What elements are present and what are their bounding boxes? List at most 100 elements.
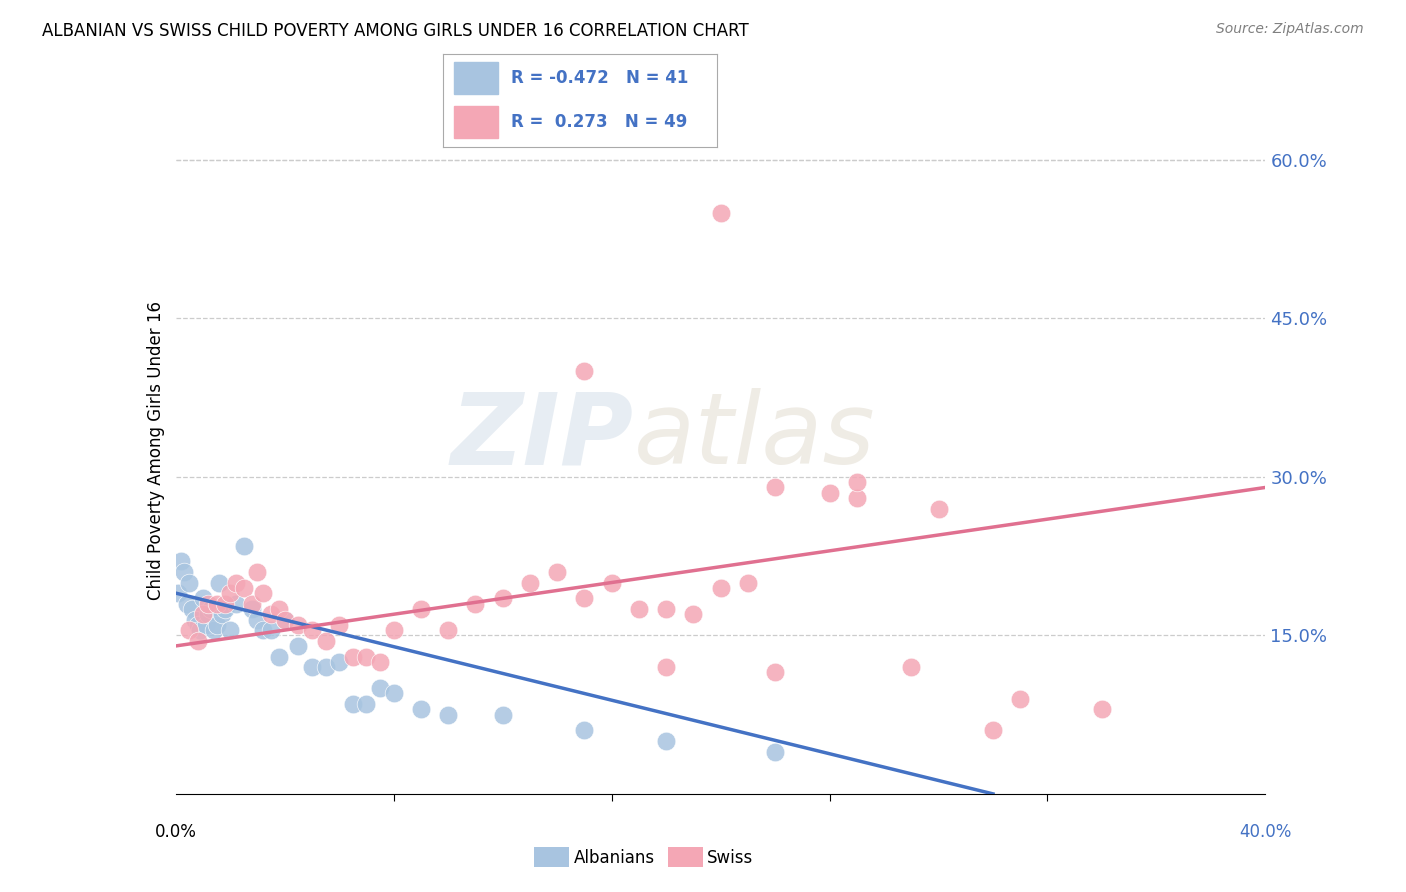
- Point: [655, 660, 678, 674]
- Text: Albanians: Albanians: [574, 849, 655, 867]
- Point: [214, 602, 236, 616]
- Point: [655, 602, 678, 616]
- Text: ALBANIAN VS SWISS CHILD POVERTY AMONG GIRLS UNDER 16 CORRELATION CHART: ALBANIAN VS SWISS CHILD POVERTY AMONG GI…: [42, 22, 749, 40]
- Point: [260, 607, 283, 622]
- Point: [492, 707, 515, 722]
- Point: [409, 702, 432, 716]
- Point: [274, 613, 297, 627]
- Point: [382, 623, 405, 637]
- Point: [240, 602, 263, 616]
- Point: [225, 575, 247, 590]
- Point: [202, 623, 225, 637]
- Point: [252, 623, 274, 637]
- Point: [464, 597, 486, 611]
- Point: [981, 723, 1004, 738]
- Text: 0.0%: 0.0%: [155, 823, 197, 841]
- Text: atlas: atlas: [633, 388, 875, 485]
- Point: [710, 581, 733, 595]
- Point: [437, 623, 460, 637]
- Point: [246, 565, 269, 579]
- Point: [574, 591, 596, 606]
- Point: [845, 491, 868, 505]
- Point: [682, 607, 704, 622]
- Point: [173, 565, 195, 579]
- Point: [186, 633, 209, 648]
- Point: [269, 602, 291, 616]
- Point: [900, 660, 922, 674]
- Point: [232, 581, 254, 595]
- Point: [382, 686, 405, 700]
- Point: [574, 364, 596, 378]
- Point: [184, 613, 207, 627]
- Point: [409, 602, 432, 616]
- Point: [342, 649, 364, 664]
- Point: [328, 655, 350, 669]
- Point: [928, 501, 950, 516]
- Point: [315, 633, 337, 648]
- Point: [710, 205, 733, 219]
- Point: [240, 597, 263, 611]
- Point: [737, 575, 759, 590]
- Point: [1010, 691, 1032, 706]
- Point: [176, 597, 198, 611]
- Point: [315, 660, 337, 674]
- Point: [252, 586, 274, 600]
- Point: [763, 665, 786, 680]
- Point: [219, 623, 242, 637]
- Point: [328, 617, 350, 632]
- Point: [181, 602, 204, 616]
- Bar: [454, 62, 498, 94]
- Point: [287, 639, 309, 653]
- Point: [197, 607, 219, 622]
- Point: [186, 617, 209, 632]
- Point: [208, 575, 231, 590]
- Point: [260, 623, 283, 637]
- Point: [368, 655, 391, 669]
- Point: [219, 586, 242, 600]
- Point: [274, 613, 297, 627]
- Point: [188, 623, 211, 637]
- Point: [167, 586, 190, 600]
- Point: [246, 613, 269, 627]
- Point: [301, 660, 323, 674]
- Text: 40.0%: 40.0%: [1239, 823, 1292, 841]
- Bar: [454, 106, 498, 138]
- Point: [205, 597, 228, 611]
- Point: [655, 734, 678, 748]
- Point: [437, 707, 460, 722]
- Point: [519, 575, 541, 590]
- Point: [179, 623, 201, 637]
- Point: [205, 617, 228, 632]
- Point: [200, 602, 222, 616]
- Point: [546, 565, 568, 579]
- Text: Swiss: Swiss: [707, 849, 754, 867]
- Point: [170, 554, 193, 568]
- Point: [492, 591, 515, 606]
- Point: [211, 607, 233, 622]
- Point: [287, 617, 309, 632]
- Point: [600, 575, 623, 590]
- Point: [1091, 702, 1114, 716]
- Point: [627, 602, 650, 616]
- Point: [191, 591, 214, 606]
- Point: [225, 597, 247, 611]
- Point: [301, 623, 323, 637]
- Point: [368, 681, 391, 696]
- Point: [574, 723, 596, 738]
- Point: [818, 485, 841, 500]
- Text: ZIP: ZIP: [450, 388, 633, 485]
- Text: R =  0.273   N = 49: R = 0.273 N = 49: [512, 113, 688, 131]
- Text: Source: ZipAtlas.com: Source: ZipAtlas.com: [1216, 22, 1364, 37]
- Point: [194, 617, 217, 632]
- Point: [232, 539, 254, 553]
- Point: [214, 597, 236, 611]
- Point: [191, 607, 214, 622]
- Point: [356, 649, 378, 664]
- Point: [845, 475, 868, 490]
- Point: [269, 649, 291, 664]
- Point: [356, 697, 378, 711]
- Point: [763, 480, 786, 494]
- Point: [342, 697, 364, 711]
- Point: [763, 745, 786, 759]
- Text: R = -0.472   N = 41: R = -0.472 N = 41: [512, 69, 689, 87]
